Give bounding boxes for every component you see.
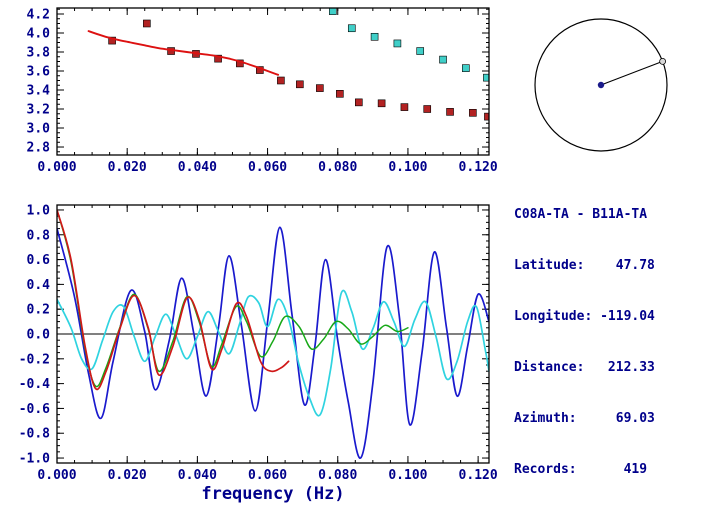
data-point-marker [416,47,425,55]
y-tick-label: 0.0 [27,328,51,343]
data-point-marker [143,19,151,28]
x-tick-label: 0.000 [37,468,76,483]
data-point-marker [423,105,432,113]
azimuth-circle [534,18,668,152]
station-info: C08A-TA - B11A-TA Latitude: 47.78 Longit… [514,172,655,512]
data-point-marker [108,36,116,45]
x-tick-label: 0.120 [459,160,498,175]
y-tick-label: -1.0 [19,452,50,467]
y-tick-label: 3.6 [27,65,51,80]
latitude-line: Latitude: 47.78 [514,258,655,273]
y-tick-label: 3.0 [27,122,51,137]
data-point-marker [370,32,379,41]
data-point-marker [400,103,409,111]
dispersion-chart: 0.000 0.020 0.040 0.060 0.080 0.100 0.120 2.8 3.… [27,7,498,175]
data-point-marker [214,54,222,63]
data-point-marker [277,76,285,85]
reference-dispersion-red-line-path [87,30,280,76]
x-tick-label: 0.040 [178,468,217,483]
records-line: Records: 419 [514,462,648,477]
plot-frame [56,7,490,156]
waveform-chart: 0.000 0.020 0.040 0.060 0.080 0.100 0.120 1.0 0.… [19,203,498,483]
data-point-marker [484,112,489,121]
y-tick-label: 3.2 [27,103,50,118]
data-point-marker [329,8,337,15]
waveform-red [57,209,290,391]
data-point-marker [446,108,454,116]
data-point-marker [483,73,489,82]
y-tick-label: 1.0 [27,203,51,218]
azimuth-dial [534,18,668,152]
longitude-line: Longitude: -119.04 [514,309,655,324]
waveform-cyan-path [57,289,489,417]
data-point-marker [393,39,402,48]
data-point-marker [462,64,470,72]
data-point-marker [296,80,304,89]
center-station-dot [597,81,605,89]
y-tick-label: 3.8 [27,45,51,60]
y-tick-label: 4.0 [27,26,51,41]
y-tick-label: -0.6 [19,402,50,417]
plot-frame [56,204,490,464]
data-point-marker [316,84,324,92]
station-pair-label: C08A-TA - B11A-TA [514,207,648,222]
waveform-red-path [57,209,290,391]
y-tick-label: 0.2 [27,303,50,318]
y-tick-label: -0.2 [19,352,50,367]
data-point-marker [439,55,447,64]
remote-station-dot [659,57,667,65]
measured-dispersion-red-squares [108,19,489,121]
x-tick-label: 0.120 [459,468,498,483]
x-tick-label: 0.000 [37,160,76,175]
waveform-blue-path [57,226,489,459]
x-tick-label: 0.080 [318,468,357,483]
data-point-marker [469,109,477,117]
reference-dispersion-red-line [87,30,280,76]
y-tick-label: 3.4 [27,84,51,99]
data-point-marker [355,98,363,107]
azimuth-value-line: Azimuth: 69.03 [514,411,655,426]
y-tick-label: 4.2 [27,7,50,22]
x-tick-label: 0.100 [388,468,427,483]
x-tick-label: 0.060 [248,468,287,483]
x-tick-label: 0.020 [108,468,147,483]
y-tick-label: 0.4 [27,278,51,293]
distance-line: Distance: 212.33 [514,360,655,375]
y-tick-label: 0.6 [27,253,51,268]
x-tick-label: 0.100 [388,160,427,175]
y-tick-label: 2.8 [27,141,51,156]
x-axis-title: frequency (Hz) [201,484,345,504]
x-tick-label: 0.040 [178,160,217,175]
x-tick-label: 0.060 [248,160,287,175]
waveform-cyan [57,289,489,417]
y-tick-label: 0.8 [27,228,51,243]
data-point-marker [336,90,344,98]
secondary-dispersion-cyan-squares [329,8,489,82]
y-tick-label: -0.4 [19,377,50,392]
data-point-marker [347,24,356,33]
x-tick-label: 0.020 [108,160,147,175]
azimuth-pointer-line [600,60,663,86]
data-point-marker [377,99,386,108]
x-tick-label: 0.080 [318,160,357,175]
waveform-blue [57,226,489,459]
y-tick-label: -0.8 [19,427,50,442]
